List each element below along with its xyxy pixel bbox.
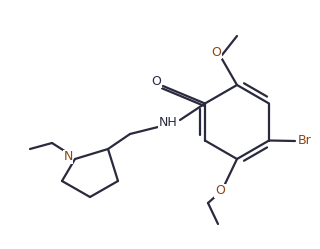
Text: Br: Br (298, 134, 312, 147)
Text: O: O (211, 46, 221, 59)
Text: O: O (151, 74, 161, 87)
Text: NH: NH (159, 116, 177, 128)
Text: O: O (215, 185, 225, 197)
Text: N: N (63, 150, 73, 164)
